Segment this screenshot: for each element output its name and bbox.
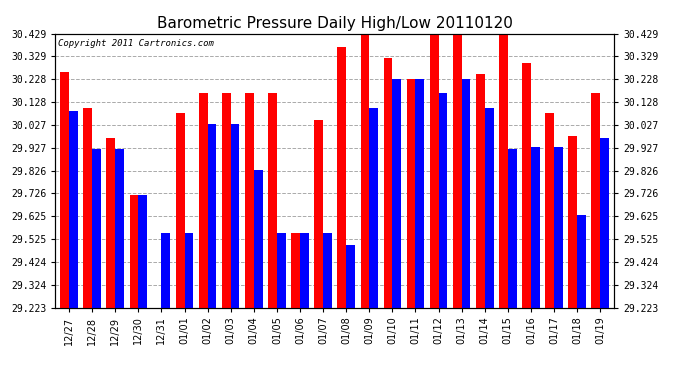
Bar bbox=[184, 233, 193, 308]
Bar bbox=[323, 233, 332, 308]
Bar bbox=[453, 24, 462, 307]
Bar bbox=[176, 113, 184, 308]
Bar bbox=[161, 233, 170, 308]
Bar bbox=[346, 244, 355, 308]
Bar bbox=[130, 195, 138, 308]
Bar bbox=[369, 108, 378, 307]
Bar bbox=[138, 195, 147, 308]
Bar bbox=[115, 149, 124, 308]
Bar bbox=[430, 33, 439, 308]
Bar bbox=[60, 72, 69, 308]
Bar bbox=[152, 308, 161, 317]
Bar bbox=[268, 93, 277, 308]
Bar bbox=[591, 93, 600, 308]
Bar bbox=[415, 79, 424, 308]
Bar bbox=[522, 63, 531, 308]
Bar bbox=[485, 108, 493, 307]
Bar bbox=[439, 93, 447, 308]
Bar bbox=[69, 111, 78, 308]
Bar bbox=[393, 79, 401, 308]
Bar bbox=[499, 33, 508, 308]
Bar bbox=[554, 147, 563, 308]
Title: Barometric Pressure Daily High/Low 20110120: Barometric Pressure Daily High/Low 20110… bbox=[157, 16, 513, 31]
Bar bbox=[92, 149, 101, 308]
Bar bbox=[406, 79, 415, 308]
Bar bbox=[545, 113, 554, 308]
Bar bbox=[476, 74, 485, 307]
Bar bbox=[315, 120, 323, 308]
Bar bbox=[254, 170, 263, 308]
Bar bbox=[208, 124, 217, 308]
Bar bbox=[577, 215, 586, 308]
Bar bbox=[83, 108, 92, 307]
Bar bbox=[569, 136, 577, 308]
Bar bbox=[600, 138, 609, 308]
Bar bbox=[462, 79, 471, 308]
Bar bbox=[384, 58, 393, 308]
Text: Copyright 2011 Cartronics.com: Copyright 2011 Cartronics.com bbox=[58, 39, 214, 48]
Bar bbox=[337, 47, 346, 308]
Bar bbox=[291, 233, 300, 308]
Bar bbox=[106, 138, 115, 308]
Bar bbox=[222, 93, 230, 308]
Bar bbox=[230, 124, 239, 308]
Bar bbox=[300, 233, 309, 308]
Bar bbox=[277, 233, 286, 308]
Bar bbox=[245, 93, 254, 308]
Bar bbox=[531, 147, 540, 308]
Bar bbox=[508, 149, 517, 308]
Bar bbox=[199, 93, 208, 308]
Bar bbox=[360, 33, 369, 308]
